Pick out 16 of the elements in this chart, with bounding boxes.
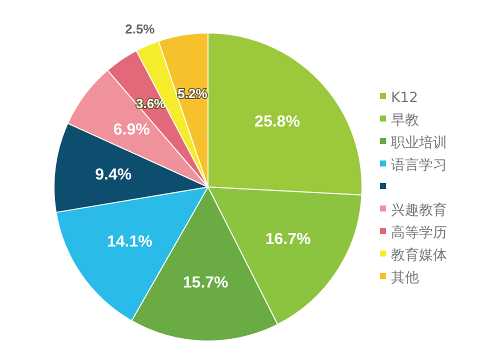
legend-label: 其他 bbox=[391, 270, 419, 286]
legend-label: 语言学习 bbox=[391, 158, 447, 174]
legend-label: 高等学历 bbox=[391, 225, 447, 241]
legend-label: K12 bbox=[391, 90, 418, 106]
data-label: 5.2% bbox=[178, 86, 208, 101]
data-label: 9.4% bbox=[95, 166, 132, 184]
data-label: 14.1% bbox=[106, 234, 152, 251]
legend-label: 兴趣教育 bbox=[391, 202, 447, 218]
legend-label: 教育媒体 bbox=[391, 246, 447, 264]
data-label: 25.8% bbox=[254, 113, 300, 130]
data-label: 2.5% bbox=[125, 22, 156, 37]
legend-label: 职业培训 bbox=[391, 135, 447, 151]
legend-label: 早教 bbox=[391, 112, 419, 128]
data-label: 16.7% bbox=[265, 231, 311, 248]
data-label: 6.9% bbox=[113, 122, 150, 139]
data-label: 15.7% bbox=[182, 274, 228, 292]
